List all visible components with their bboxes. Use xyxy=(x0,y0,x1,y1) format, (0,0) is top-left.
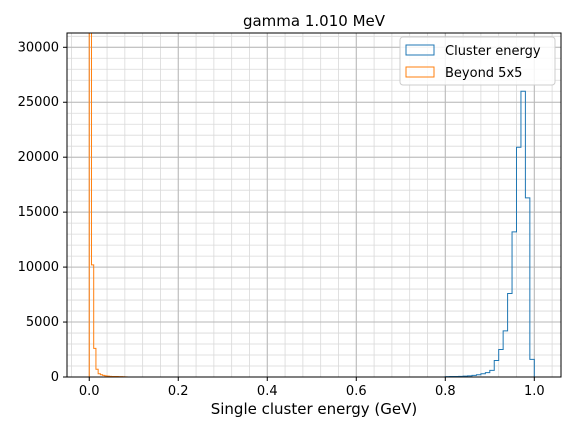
legend-label-cluster-energy: Cluster energy xyxy=(445,44,541,59)
x-axis-label: Single cluster energy (GeV) xyxy=(211,400,418,418)
y-tick-label: 5000 xyxy=(26,315,59,330)
x-tick-label: 1.0 xyxy=(524,384,545,399)
y-tick-label: 30000 xyxy=(18,40,59,55)
legend-frame xyxy=(399,36,556,86)
y-tick-label: 10000 xyxy=(18,260,59,275)
y-tick-label: 25000 xyxy=(18,95,59,110)
x-tick-label: 0.0 xyxy=(79,384,100,399)
x-axis-ticks: 0.0 0.2 0.4 0.6 0.8 1.0 xyxy=(79,377,545,399)
plot-background xyxy=(67,33,561,377)
y-axis-ticks: 0 5000 10000 15000 20000 25000 30000 xyxy=(18,40,67,385)
legend-swatch-cluster-energy xyxy=(405,44,435,56)
y-tick-label: 15000 xyxy=(18,205,59,220)
x-tick-label: 0.6 xyxy=(346,384,367,399)
legend-label-beyond-5x5: Beyond 5x5 xyxy=(445,66,522,81)
histogram-series-cluster-energy xyxy=(444,90,539,378)
x-tick-label: 0.4 xyxy=(257,384,278,399)
x-tick-label: 0.2 xyxy=(168,384,189,399)
x-tick-label: 0.8 xyxy=(435,384,456,399)
chart-title: gamma 1.010 MeV xyxy=(243,12,386,30)
y-tick-label: 20000 xyxy=(18,150,59,165)
plot-frame xyxy=(66,32,562,378)
legend: Cluster energy Beyond 5x5 xyxy=(399,36,556,86)
y-tick-label: 0 xyxy=(51,370,59,385)
legend-swatch-beyond-5x5 xyxy=(405,66,435,78)
